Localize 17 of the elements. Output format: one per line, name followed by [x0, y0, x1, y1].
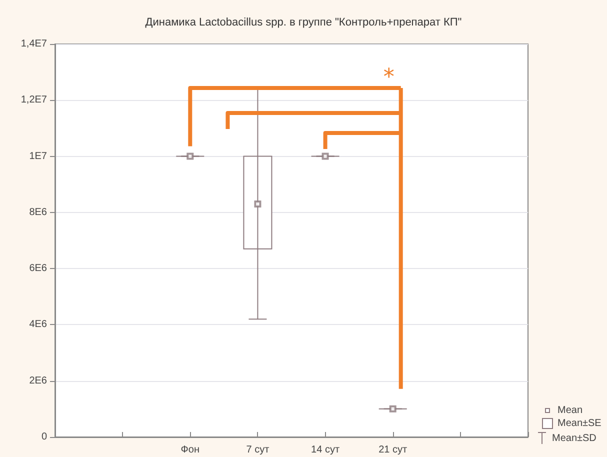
y-tick-label: 4E6: [29, 319, 48, 330]
text: Mean±SD: [552, 432, 596, 444]
y-tick-label: 2E6: [29, 375, 48, 386]
chart-title: Динамика Lactobacillus spp. в группе "Контроль+препарат КП": [145, 16, 462, 28]
y-tick-label: 6E6: [29, 263, 48, 274]
legend-label: Mean±SE: [558, 418, 602, 429]
x-tick-label: 7 сут: [246, 444, 270, 456]
y-tick-label: 1E7: [29, 150, 48, 162]
x-tick-label: Фон: [180, 444, 200, 456]
x-tick-label: 21 сут: [378, 444, 408, 456]
legend-label: Mean: [558, 404, 583, 416]
y-tick-label: 0: [41, 432, 48, 442]
y-tick-label: 1,2E7: [20, 94, 48, 106]
y-tick-label: 8E6: [29, 206, 48, 218]
x-tick-label: 14 сут: [311, 444, 340, 456]
y-tick-label: 1,4E7: [20, 38, 48, 50]
annotation: *: [383, 65, 394, 90]
